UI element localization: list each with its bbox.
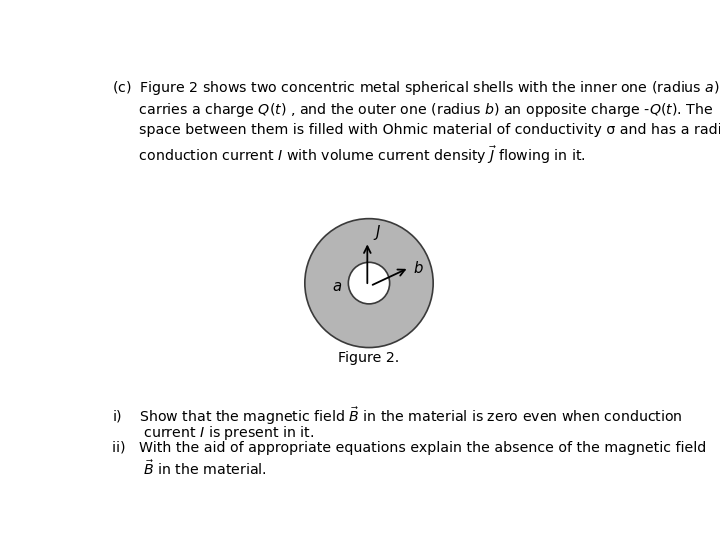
Text: current $I$ is present in it.: current $I$ is present in it. <box>112 424 315 442</box>
Ellipse shape <box>348 262 390 304</box>
Text: $a$: $a$ <box>332 279 342 294</box>
Ellipse shape <box>305 219 433 348</box>
Text: $J$: $J$ <box>374 223 382 242</box>
Text: conduction current $I$ with volume current density $\vec{J}$ flowing in it.: conduction current $I$ with volume curre… <box>112 144 586 166</box>
Text: Figure 2.: Figure 2. <box>338 351 400 365</box>
Text: (c)  Figure 2 shows two concentric metal spherical shells with the inner one (ra: (c) Figure 2 shows two concentric metal … <box>112 79 720 97</box>
Text: ii)   With the aid of appropriate equations explain the absence of the magnetic : ii) With the aid of appropriate equation… <box>112 441 706 455</box>
Text: carries a charge $Q(t)$ , and the outer one (radius $b$) an opposite charge -$Q(: carries a charge $Q(t)$ , and the outer … <box>112 101 714 119</box>
Text: space between them is filled with Ohmic material of conductivity σ and has a rad: space between them is filled with Ohmic … <box>112 123 720 137</box>
Text: i)    Show that the magnetic field $\vec{B}$ in the material is zero even when c: i) Show that the magnetic field $\vec{B}… <box>112 406 683 428</box>
Text: $b$: $b$ <box>413 260 423 276</box>
Text: $\vec{B}$ in the material.: $\vec{B}$ in the material. <box>112 460 267 478</box>
